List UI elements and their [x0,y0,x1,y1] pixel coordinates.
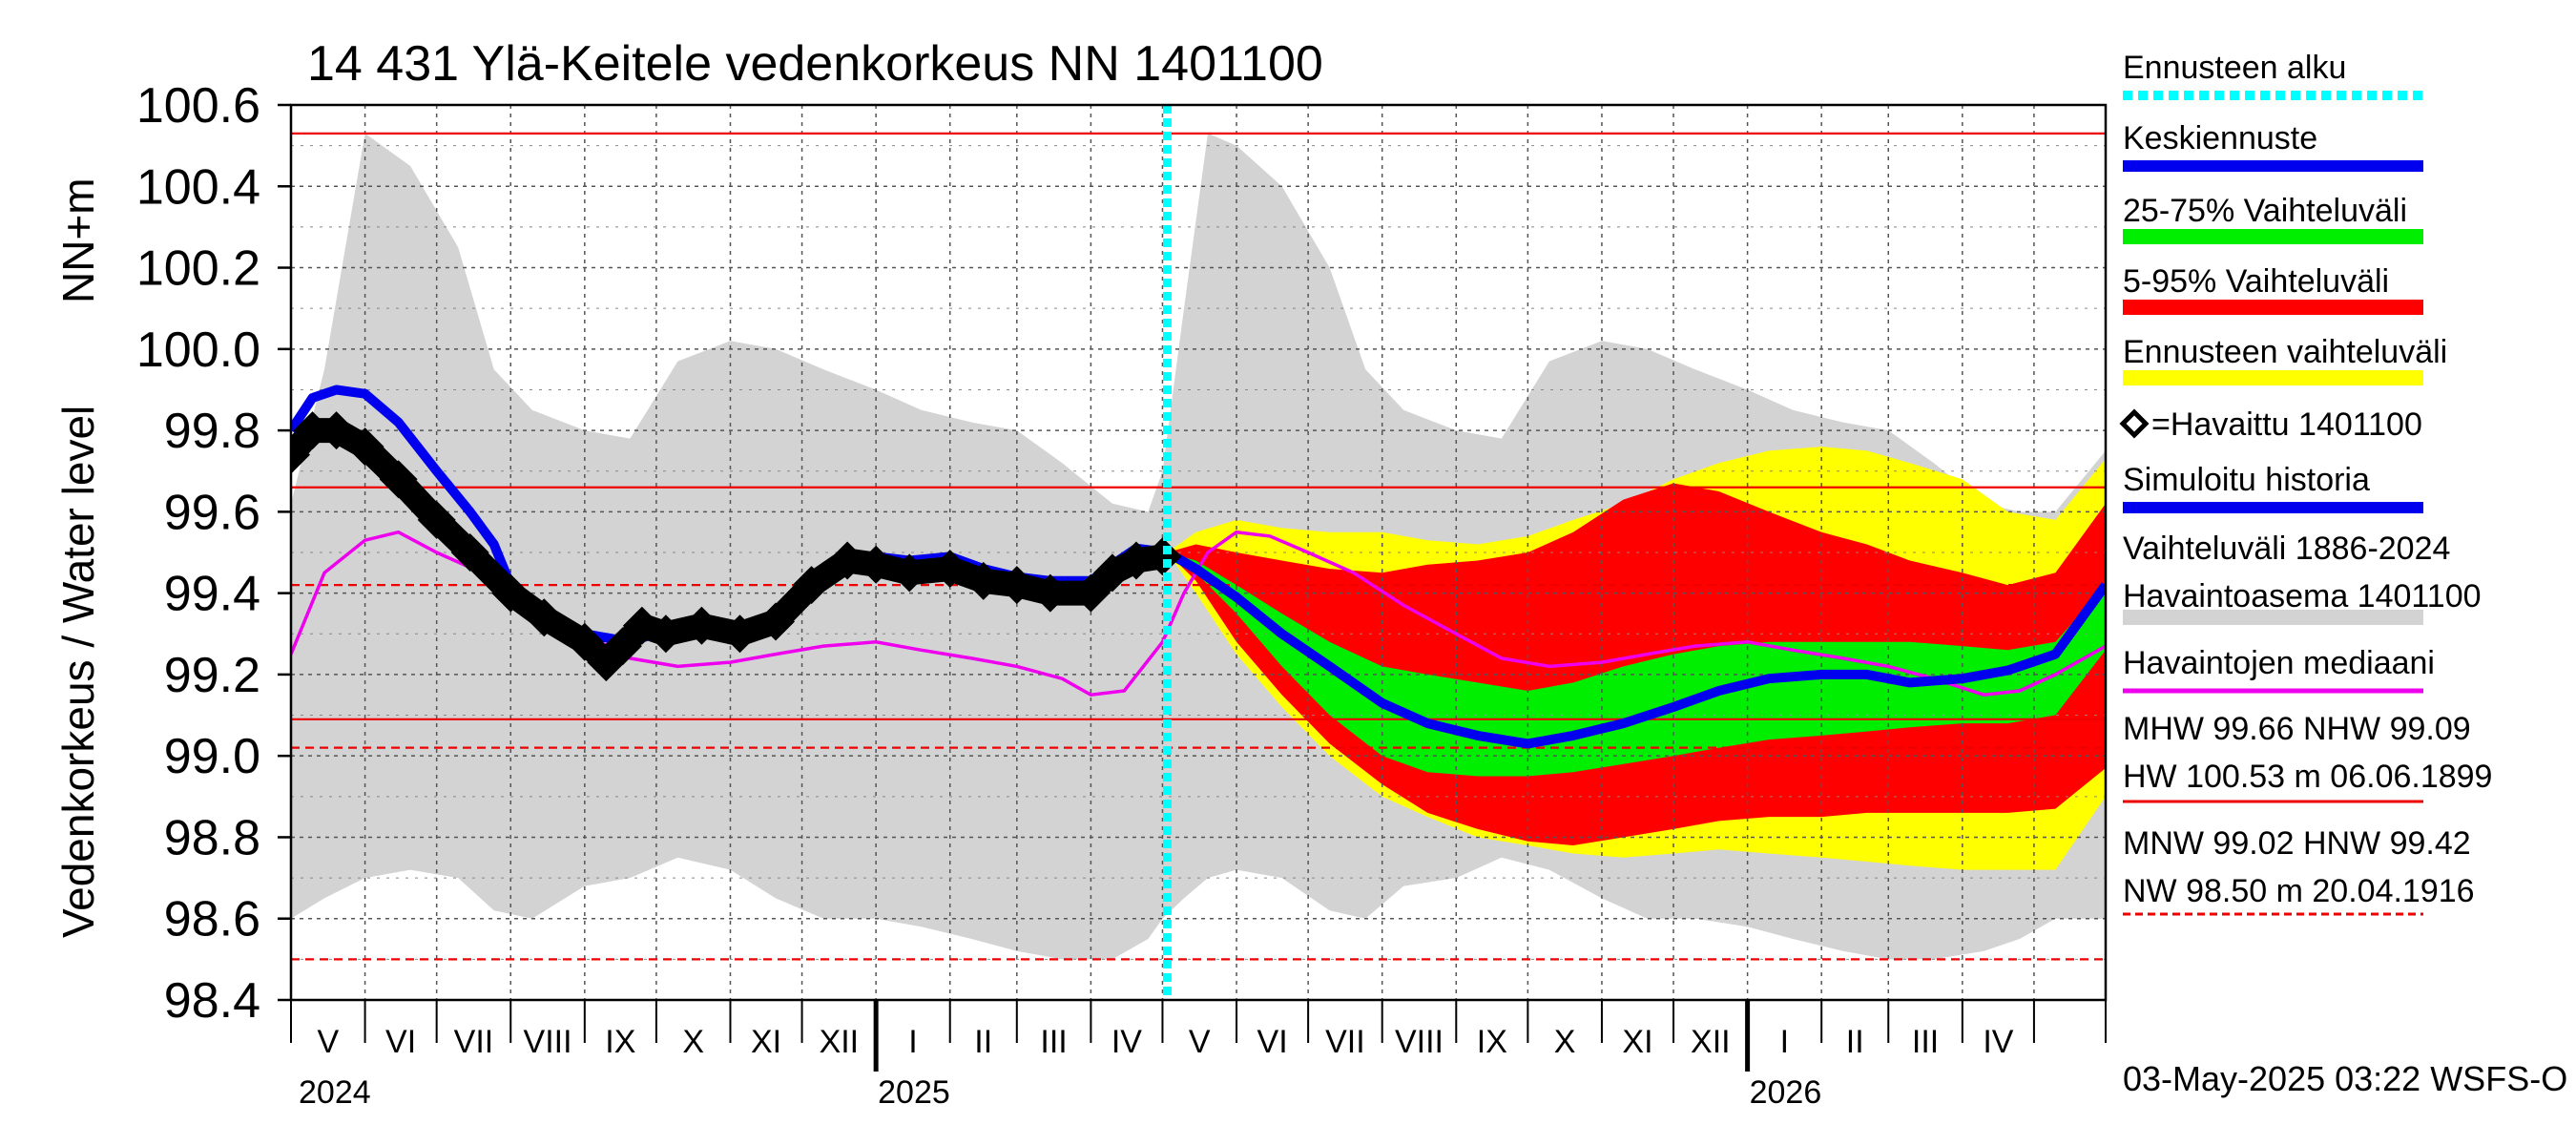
observed-point [997,566,1036,605]
year-label: 2026 [1750,1074,1822,1111]
observed-point [345,427,384,467]
observed-point [491,573,530,613]
month-label: II [1846,1024,1864,1060]
observed-point [682,606,721,645]
month-label: XI [1622,1024,1652,1060]
legend-label: Vaihteluväli 1886-2024 [2123,531,2450,567]
y-tick-label: 98.4 [164,973,260,1029]
y-axis-label-group: Vedenkorkeus / Water level NN+m [53,177,103,938]
month-label: VI [1257,1024,1288,1060]
observed-point [857,545,896,584]
month-label: III [1040,1024,1067,1060]
observed-point [1143,537,1182,576]
legend-stats-line: MHW 99.66 NHW 99.09 [2123,711,2471,747]
month-label: IV [1111,1024,1142,1060]
legend-label: Havaintojen mediaani [2123,645,2435,681]
observed-point [450,533,489,572]
observed-point [1030,573,1070,613]
observed-point [417,500,456,539]
y-tick-label: 98.8 [164,810,260,865]
year-label: 2025 [878,1074,950,1111]
y-tick-label: 100.0 [136,323,260,378]
legend-stats-line: NW 98.50 m 20.04.1916 [2123,873,2475,909]
observed-point [525,598,564,637]
observed-point [565,622,604,661]
legend-stats-line: HW 100.53 m 06.06.1899 [2123,759,2492,795]
timestamp: 03-May-2025 03:22 WSFS-O [2123,1059,2567,1098]
observed-point [930,550,969,589]
legend-marker-observed [2119,408,2150,439]
month-label: IX [605,1024,635,1060]
y-tick-label: 100.2 [136,241,260,297]
observed-point [964,561,1003,600]
month-label: V [317,1024,339,1060]
observed-point [890,553,929,593]
legend-label: =Havaittu 1401100 [2151,406,2422,443]
observed-point [293,411,332,450]
observed-point [646,614,685,654]
month-label: X [1554,1024,1576,1060]
y-tick-label: 100.6 [136,78,260,134]
month-label: XII [820,1024,860,1060]
month-label: VII [1325,1024,1365,1060]
legend-label: Ennusteen vaihteluväli [2123,334,2447,370]
y-tick-label: 99.8 [164,404,260,459]
observed-point [757,602,796,641]
observed-point [603,627,642,666]
month-label: VIII [524,1024,572,1060]
month-label: II [974,1024,992,1060]
observed-point [792,566,831,605]
month-label: VI [385,1024,416,1060]
y-tick-label: 99.0 [164,729,260,784]
plot-area: 100.6 100.4 100.2 100.0 99.8 99.6 99.4 99.2 99.0… [136,78,2108,1111]
legend-label: 5-95% Vaihteluväli [2123,263,2389,300]
plot-frame [289,103,2108,1002]
legend: Ennusteen alku Keskiennuste 25-75% Vaihtel… [2119,50,2492,916]
observed-point [317,411,356,450]
month-label: I [908,1024,917,1060]
plot-content [291,105,2106,1000]
observed-point [720,614,759,654]
legend-label: Havaintoasema 1401100 [2123,578,2482,614]
y-tick-label: 98.6 [164,892,260,947]
legend-label: Keskiennuste [2123,120,2317,156]
month-label: IX [1477,1024,1507,1060]
month-label: XI [751,1024,781,1060]
observed-point [1116,541,1155,580]
legend-stats-line: MNW 99.02 HNW 99.42 [2123,825,2471,862]
month-label: I [1780,1024,1789,1060]
observed-point [291,435,310,474]
observed-point [828,541,867,580]
month-label: V [1189,1024,1211,1060]
y-axis-label: Vedenkorkeus / Water level [53,406,103,938]
legend-label: 25-75% Vaihteluväli [2123,193,2407,229]
year-label: 2024 [299,1074,371,1111]
month-label: VII [454,1024,494,1060]
y-axis-unit: NN+m [53,177,103,303]
chart-title: 14 431 Ylä-Keitele vedenkorkeus NN 14011… [307,36,1323,92]
month-label: XII [1691,1024,1731,1060]
legend-label: Ennusteen alku [2123,50,2346,86]
observed-point [379,460,418,499]
month-label: IV [1983,1024,2013,1060]
y-tick-label: 100.4 [136,159,260,215]
y-tick-label: 99.2 [164,648,260,703]
month-label: III [1912,1024,1939,1060]
y-tick-label: 99.6 [164,485,260,540]
y-tick-label: 99.4 [164,567,260,622]
mean-forecast-line [1165,548,2106,749]
month-label: X [682,1024,704,1060]
month-label: VIII [1395,1024,1444,1060]
legend-label: Simuloitu historia [2123,462,2370,498]
observed-point [1071,573,1111,613]
